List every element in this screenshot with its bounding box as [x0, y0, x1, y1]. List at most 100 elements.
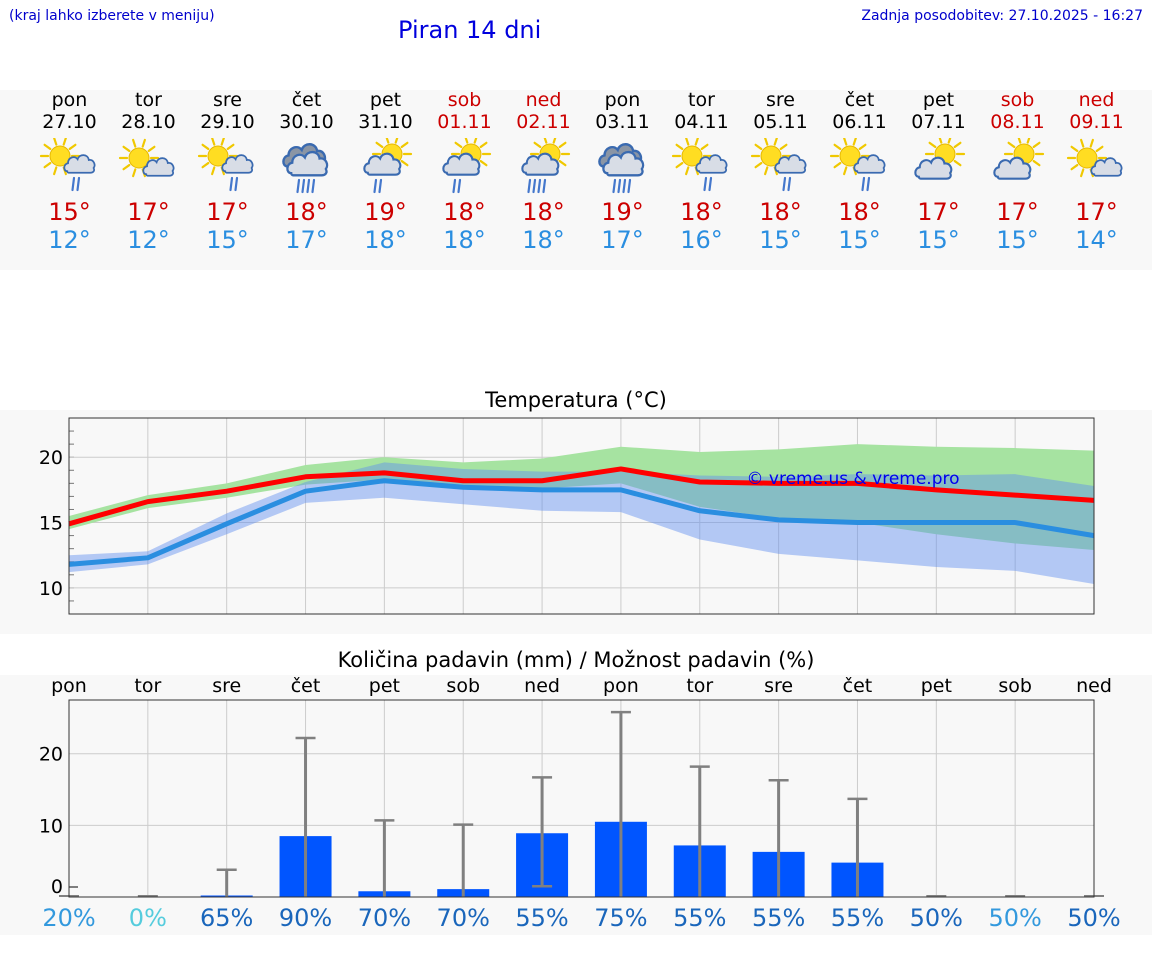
raindrop — [541, 178, 546, 194]
max-temp: 18° — [680, 198, 723, 226]
max-temp: 19° — [364, 198, 407, 226]
sun-ray — [543, 138, 547, 144]
sun-ray — [147, 145, 155, 153]
y-tick-label: 0 — [51, 876, 63, 898]
cloud-shape — [141, 157, 174, 177]
sun-ray — [43, 143, 51, 151]
sun-ray — [938, 138, 942, 144]
icon-graphic — [992, 138, 1044, 180]
raindrop — [531, 178, 536, 194]
sun-ray — [833, 143, 841, 151]
day-date: 09.11 — [1069, 111, 1124, 133]
sun-ray — [779, 143, 787, 151]
icon-graphic — [197, 138, 253, 192]
raindrop — [233, 176, 238, 192]
day-date: 30.10 — [279, 111, 334, 133]
sun-ray — [1070, 163, 1078, 171]
sun-disc — [839, 145, 860, 167]
sun-ray — [558, 159, 566, 167]
precip-probability: 55% — [673, 904, 727, 932]
sun-disc — [49, 145, 70, 167]
sun-ray — [220, 138, 225, 146]
sun-ray — [1095, 145, 1103, 153]
min-temp: 18° — [364, 226, 407, 254]
cloud-shape — [1089, 157, 1122, 177]
cloud-shape — [913, 156, 952, 180]
cloud-outline — [362, 152, 401, 176]
precip-probability: 20% — [42, 904, 96, 932]
min-temp: 15° — [996, 226, 1039, 254]
day-name: čet — [844, 89, 875, 111]
cloud-sun-heavy-rain-icon — [520, 138, 570, 194]
sun-cloud-icon — [1066, 138, 1122, 178]
max-temp: 18° — [759, 198, 802, 226]
sun-ray — [558, 141, 566, 149]
min-temp: 18° — [443, 226, 486, 254]
raindrop — [372, 178, 377, 194]
sun-ray — [533, 141, 541, 149]
sun-ray — [700, 143, 708, 151]
sun-ray — [479, 141, 487, 149]
precip-day-label: sre — [764, 675, 794, 697]
raindrop — [456, 178, 461, 194]
precip-day-label: tor — [686, 675, 714, 697]
sun-ray — [928, 141, 936, 149]
day-name: tor — [688, 89, 715, 111]
icon-graphic — [1066, 138, 1122, 178]
sun-ray — [122, 145, 130, 153]
min-temp: 15° — [759, 226, 802, 254]
sun-cloud-rain-icon — [671, 138, 727, 192]
precip-probability: 55% — [830, 904, 885, 932]
max-temp: 17° — [127, 198, 170, 226]
max-temp: 18° — [443, 198, 486, 226]
sun-ray — [852, 138, 857, 146]
cloud-shape — [220, 154, 253, 174]
precip-day-label: čet — [290, 675, 321, 697]
sun-ray — [763, 166, 768, 176]
precip-probability: 65% — [200, 904, 254, 932]
day-column: pet 31.10 19° 18° — [346, 0, 426, 270]
sun-ray — [210, 138, 215, 146]
watermark: © vreme.us & vreme.pro — [746, 469, 959, 489]
cloud-shape — [773, 154, 806, 174]
cloud-shape — [601, 150, 644, 177]
cloud-shape — [694, 154, 727, 174]
sun-ray — [473, 138, 477, 144]
day-column: ned 02.11 18° 18° — [504, 0, 584, 270]
day-name: pon — [51, 89, 88, 111]
sun-ray — [43, 161, 51, 169]
cloud-outline — [520, 152, 559, 176]
sun-ray — [52, 166, 57, 176]
sun-ray — [1017, 138, 1021, 144]
max-temp: 18° — [285, 198, 328, 226]
day-date: 08.11 — [990, 111, 1045, 133]
min-range-band — [69, 462, 1094, 584]
cloud-sun-icon — [992, 138, 1044, 180]
plot-area — [69, 700, 1094, 897]
day-date: 28.10 — [121, 111, 176, 133]
precip-probability: 55% — [751, 904, 806, 932]
plot-frame — [68, 699, 1095, 898]
day-name: sre — [766, 89, 795, 111]
sun-cloud-rain-icon — [197, 138, 253, 192]
raindrop — [526, 178, 531, 194]
day-date: 31.10 — [358, 111, 413, 133]
cloud-rain-icon — [597, 143, 644, 194]
sun-ray — [953, 141, 961, 149]
cloud-outline — [441, 152, 480, 176]
sun-ray — [385, 138, 389, 144]
precip-day-label: pet — [920, 675, 952, 697]
min-temp: 17° — [285, 226, 328, 254]
icon-graphic — [281, 143, 328, 194]
cloud-outline — [992, 156, 1031, 180]
cloud-shape — [852, 154, 885, 174]
raindrop — [626, 178, 631, 194]
sun-disc — [1076, 147, 1097, 169]
day-name: pet — [369, 89, 402, 111]
sun-ray — [763, 138, 768, 146]
min-temp: 12° — [127, 226, 170, 254]
cloud-shape — [520, 152, 559, 176]
precip-day-label: sre — [212, 675, 242, 697]
sun-ray — [201, 161, 209, 169]
cloud-outline — [773, 154, 806, 174]
